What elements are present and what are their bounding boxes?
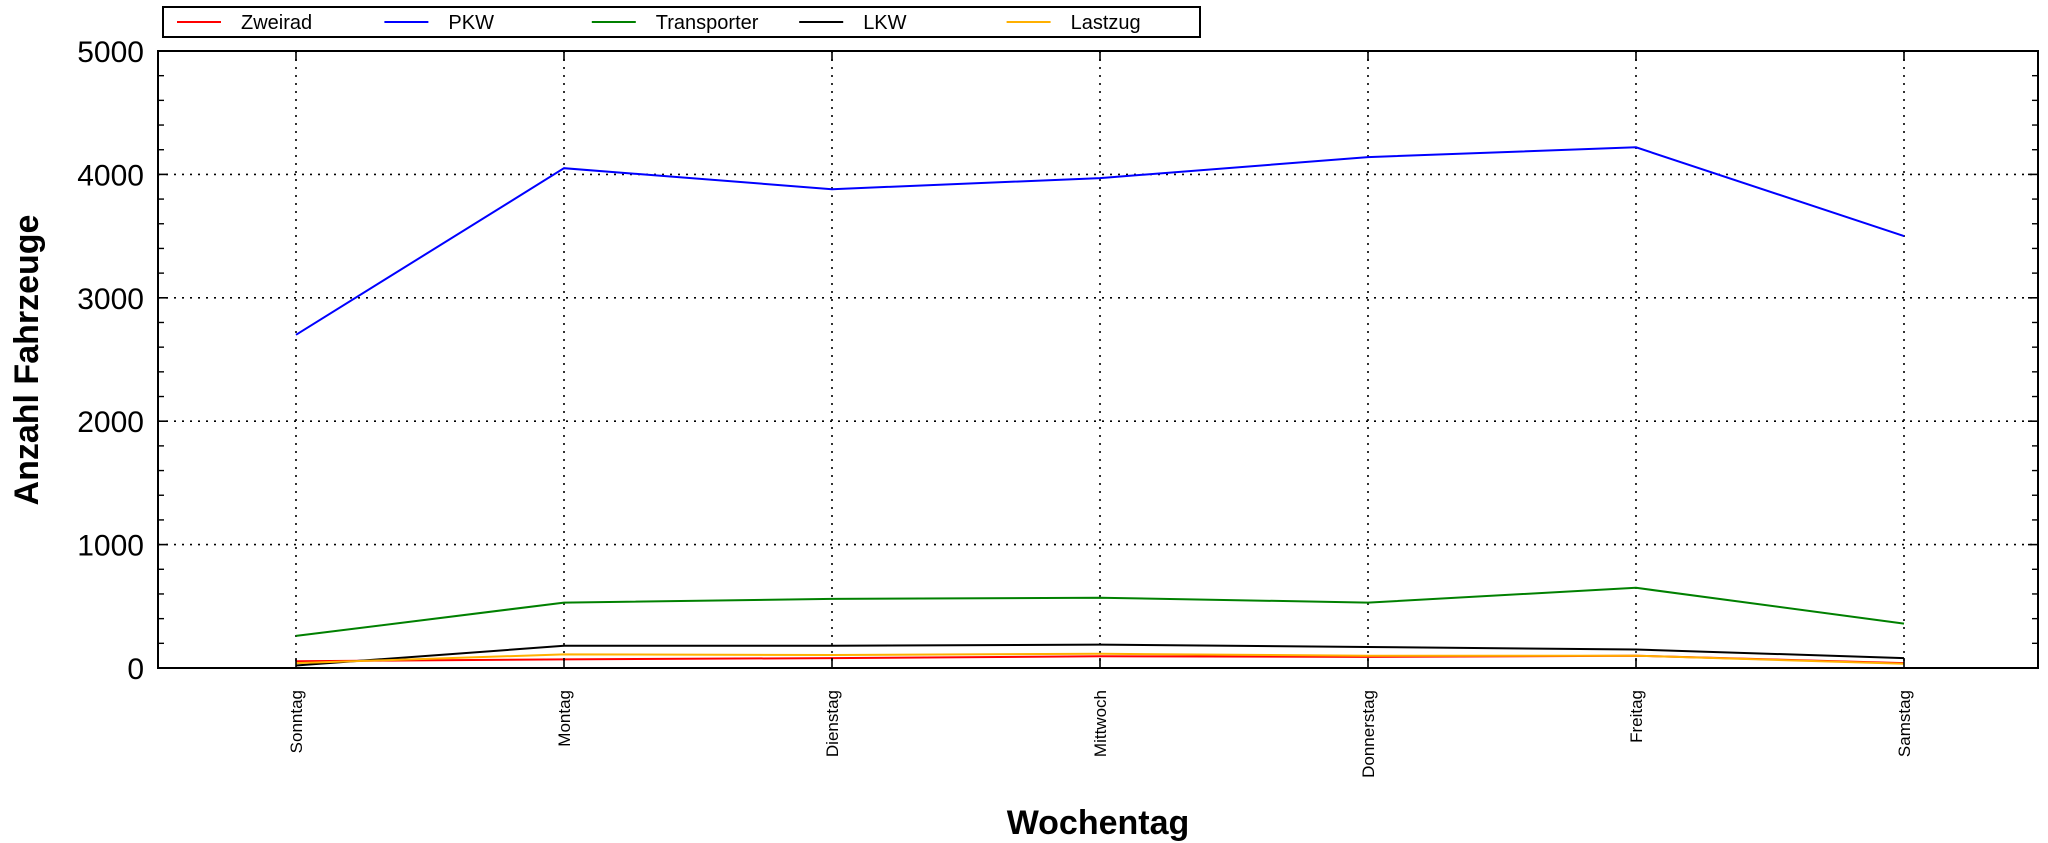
x-tick-label: Freitag (1627, 690, 1646, 743)
x-tick-label: Montag (555, 690, 574, 747)
y-tick-label: 3000 (77, 283, 144, 316)
y-tick-labels: 0 1000 2000 3000 4000 5000 (77, 36, 144, 686)
series-line-lastzug (295, 652, 1905, 665)
x-tick-label: Mittwoch (1091, 690, 1110, 757)
y-tick-label: 0 (127, 653, 144, 686)
y-axis-title: Anzahl Fahrzeuge (8, 215, 46, 506)
axis-ticks (158, 50, 2038, 669)
legend-label-lastzug: Lastzug (1071, 12, 1141, 34)
legend: Zweirad PKW Transporter LKW Lastzug (162, 6, 1201, 38)
series-lines (295, 146, 1905, 667)
y-tick-label: 1000 (77, 530, 144, 563)
x-tick-label: Dienstag (823, 690, 842, 757)
x-tick-labels: Sonntag Montag Dienstag Mittwoch Donnerstag F… (287, 690, 1914, 778)
x-axis-title: Wochentag (1007, 804, 1190, 842)
y-tick-label: 4000 (77, 159, 144, 192)
legend-label-lkw: LKW (863, 12, 906, 34)
x-tick-label: Donnerstag (1359, 690, 1378, 778)
legend-label-zweirad: Zweirad (241, 12, 312, 34)
plot-frame (157, 50, 2039, 669)
series-line-lkw (295, 643, 1905, 667)
series-line-pkw (295, 146, 1905, 336)
legend-label-pkw: PKW (448, 12, 494, 34)
grid (158, 51, 2038, 668)
x-tick-label: Samstag (1895, 690, 1914, 757)
x-tick-label: Sonntag (287, 690, 306, 753)
y-tick-label: 2000 (77, 406, 144, 439)
y-tick-label: 5000 (77, 36, 144, 69)
series-line-transporter (295, 586, 1905, 637)
legend-label-transporter: Transporter (656, 12, 759, 34)
